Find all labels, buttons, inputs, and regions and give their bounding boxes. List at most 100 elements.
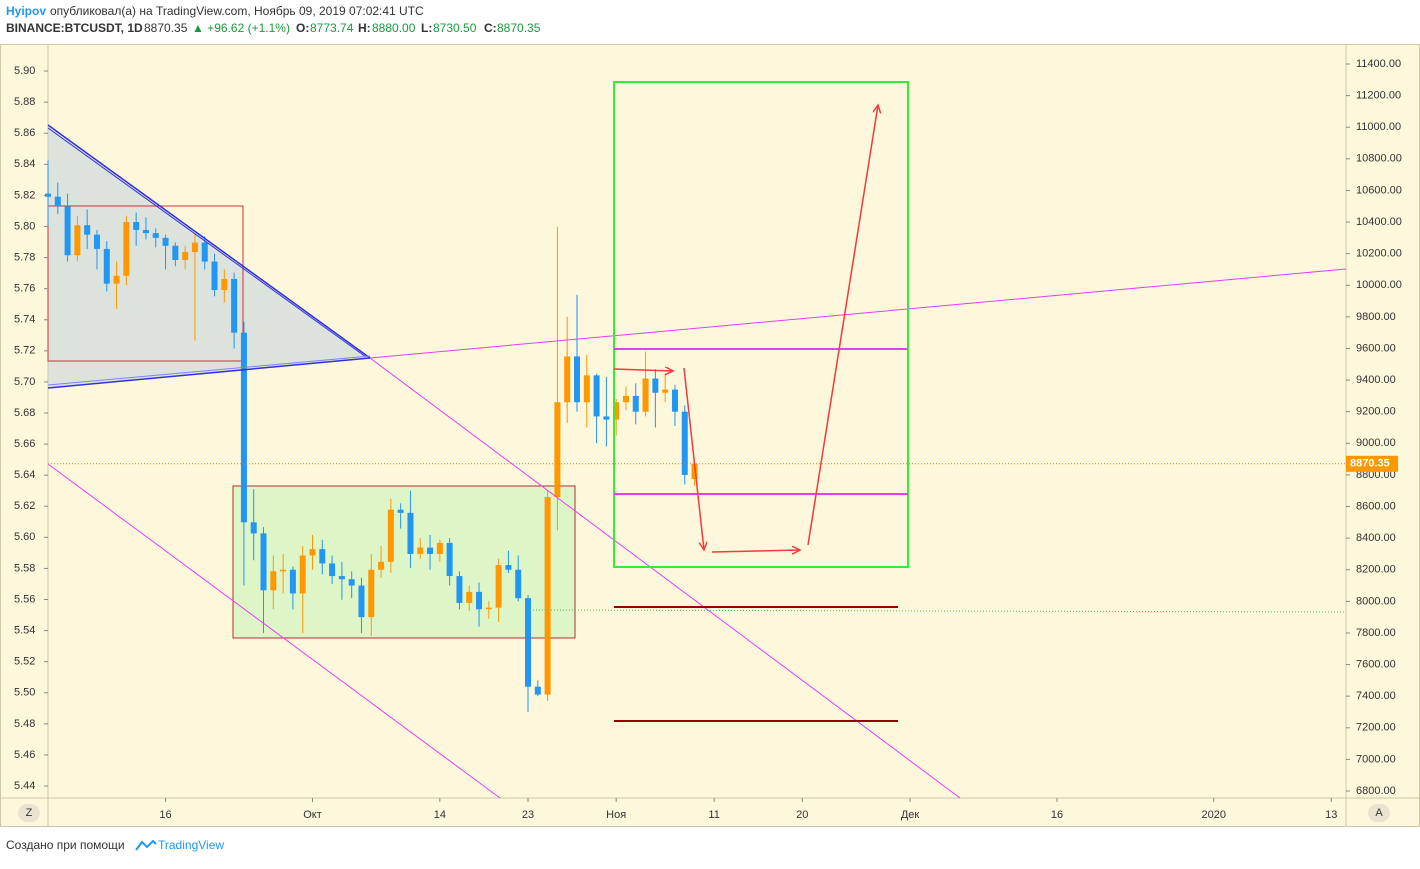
triangle-top (47, 124, 371, 359)
trend-line (47, 463, 501, 799)
candle-body (289, 569, 296, 594)
candle-body (583, 375, 590, 403)
y-tick-label: 7000.00 (1356, 753, 1396, 765)
candle-body (534, 686, 541, 695)
candle-body (152, 233, 159, 238)
y-tick-label: 9600.00 (1356, 342, 1396, 354)
candle-body (231, 278, 238, 333)
x-tick-label: 16 (159, 809, 171, 821)
candle-body (495, 564, 502, 608)
x-tick-label: 14 (434, 809, 446, 821)
candle-body (681, 411, 688, 475)
candle-body (250, 522, 257, 534)
candle-body (485, 607, 492, 610)
footer-text: Создано при помощи (6, 838, 125, 852)
y-tick-label: 11000.00 (1356, 121, 1401, 133)
candle-body (515, 569, 522, 599)
axes: 6800.00 7000.00 7200.00 7400.00 7600.00 7800.… (14, 58, 1402, 821)
y2-tick-label: 5.68 (14, 407, 35, 419)
candle-body (613, 402, 620, 420)
author[interactable]: Hyipov (6, 4, 46, 18)
y2-tick-label: 5.60 (14, 531, 35, 543)
y2-tick-label: 5.88 (14, 96, 35, 108)
candle-body (201, 242, 208, 262)
arrow (711, 550, 800, 552)
candle-body (338, 576, 345, 580)
candle-body (622, 395, 629, 403)
panel (0, 44, 1420, 826)
y2-tick-label: 5.46 (14, 749, 35, 761)
y-tick-label: 6800.00 (1356, 785, 1396, 797)
x-tick-label: 13 (1325, 809, 1337, 821)
c-label: C: (484, 21, 497, 35)
triangle-bottom (47, 357, 371, 389)
trend-line (369, 357, 961, 799)
candle-body (172, 245, 179, 260)
target-box (613, 81, 909, 568)
candle-body (299, 555, 306, 594)
candle-body (221, 278, 228, 291)
candle-body (564, 356, 571, 403)
x-tick-label: Дек (901, 809, 920, 821)
y-tick-label: 10400.00 (1356, 216, 1402, 228)
triangle-bottom-2 (47, 355, 371, 386)
y-tick-label: 8800.00 (1356, 469, 1396, 481)
y-tick-label: 10000.00 (1356, 279, 1402, 291)
triangle-top-2 (47, 127, 367, 358)
candle-body (603, 416, 610, 420)
y2-tick-label: 5.64 (14, 469, 35, 481)
price-tag (1346, 455, 1398, 472)
y-tick-label: 10600.00 (1356, 184, 1402, 196)
y2-tick-label: 5.74 (14, 314, 35, 326)
button[interactable] (18, 804, 40, 822)
candle-body (162, 237, 169, 246)
candle-body (525, 598, 532, 687)
x-tick-label: Ноя (606, 809, 626, 821)
candle-body (573, 356, 580, 403)
candle-body (182, 252, 189, 260)
button-label[interactable]: Z (26, 807, 33, 819)
candle-body (240, 332, 247, 523)
y-tick-label: 9800.00 (1356, 311, 1396, 323)
y-tick-label: 8400.00 (1356, 532, 1396, 544)
dotted-level (529, 609, 1347, 613)
candle-body (671, 389, 678, 412)
candle-body (74, 225, 81, 256)
y2-tick-label: 5.86 (14, 127, 35, 139)
x-tick-label: Окт (303, 809, 322, 821)
candle-body (142, 229, 149, 234)
symbol: BINANCE:BTCUSDT, 1D (6, 21, 143, 35)
button-label[interactable]: A (1375, 807, 1383, 819)
candle-body (211, 261, 218, 291)
h-value: 8880.00 (372, 21, 416, 35)
candle-body (113, 275, 120, 284)
candle-body (103, 248, 110, 284)
candle-body (466, 591, 473, 603)
trend-line (369, 268, 1347, 359)
candle-body (632, 395, 639, 412)
change: ▲ +96.62 (+1.1%) (192, 21, 290, 35)
y-tick-label: 7200.00 (1356, 722, 1396, 734)
x-tick-label: 2020 (1202, 809, 1226, 821)
logo (135, 839, 157, 851)
candle-body (642, 378, 649, 412)
candle-body (358, 585, 365, 618)
red-box (47, 205, 244, 362)
y2-tick-label: 5.58 (14, 562, 35, 574)
candle-body (456, 576, 463, 603)
y2-tick-label: 5.44 (14, 780, 35, 792)
candles (45, 160, 698, 712)
footer-brand[interactable]: TradingView (158, 838, 224, 852)
candle-body (368, 569, 375, 618)
c-value: 8870.35 (497, 21, 541, 35)
y-tick-label: 8000.00 (1356, 595, 1396, 607)
candle-body (397, 509, 404, 513)
candle-body (544, 497, 551, 695)
candle-body (329, 563, 336, 577)
y2-tick-label: 5.70 (14, 376, 35, 388)
y-tick-label: 10200.00 (1356, 248, 1402, 260)
button[interactable] (1368, 804, 1390, 822)
y-tick-label: 11400.00 (1356, 58, 1401, 70)
candle-body (387, 509, 394, 562)
y-tick-label: 8600.00 (1356, 500, 1396, 512)
